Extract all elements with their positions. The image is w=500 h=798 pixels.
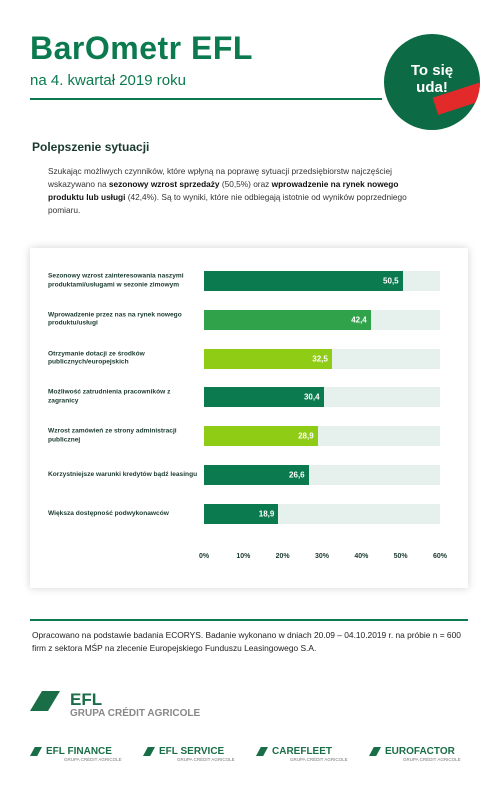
footnote: Opracowano na podstawie badania ECORYS. … xyxy=(32,630,461,653)
bar xyxy=(204,348,332,369)
category-label: Sezonowy wzrost zainteresowania naszymi … xyxy=(48,272,184,289)
brand-group: GRUPA CRÉDIT AGRICOLE xyxy=(403,757,461,762)
category-label: Możliwość zatrudnienia pracowników z zag… xyxy=(48,388,171,405)
category-label: Otrzymanie dotacji ze środków publicznyc… xyxy=(48,350,145,366)
x-tick-label: 50% xyxy=(393,553,408,560)
brand-group: GRUPA CRÉDIT AGRICOLE xyxy=(64,757,122,762)
value-label: 42,4 xyxy=(351,315,367,325)
value-label: 32,5 xyxy=(312,354,328,364)
value-label: 18,9 xyxy=(258,509,275,519)
paragraph-segment: sezonowy wzrost sprzedaży xyxy=(108,179,220,189)
bar xyxy=(204,271,403,291)
value-label: 30,4 xyxy=(303,392,320,402)
section-title: Polepszenie sytuacji xyxy=(32,140,150,154)
header-rule xyxy=(30,98,382,100)
category-label: Wprowadzenie przez nas na rynek nowego p… xyxy=(48,311,182,327)
brand-name: EFL SERVICE xyxy=(159,746,225,757)
brand-name: EFL FINANCE xyxy=(46,746,112,757)
x-tick-label: 10% xyxy=(236,553,251,560)
paragraph: Szukając możliwych czynników, które wpły… xyxy=(48,165,418,217)
badge-text: To się uda! xyxy=(410,62,454,96)
brand-mark xyxy=(30,747,42,756)
category-label: Wzrost zamówień ze strony administracji … xyxy=(48,427,177,444)
x-tick-label: 0% xyxy=(198,553,210,560)
footer-rule xyxy=(30,619,468,621)
chart-card: Sezonowy wzrost zainteresowania naszymi … xyxy=(30,248,468,588)
brand-name: EUROFACTOR xyxy=(385,746,455,757)
paragraph-segment: wprowadzenie na rynek nowego produktu lu… xyxy=(48,179,399,202)
title: BarOmetr EFL xyxy=(30,30,253,66)
x-tick-label: 30% xyxy=(314,553,330,560)
bar xyxy=(204,387,324,408)
brand-group: GRUPA CRÉDIT AGRICOLE xyxy=(177,757,235,762)
paragraph-segment: Szukając możliwych czynników, które wpły… xyxy=(48,166,393,189)
bar xyxy=(204,465,309,485)
value-label: 26,6 xyxy=(289,470,305,480)
brand-name: CAREFLEET xyxy=(272,746,332,757)
brand-mark xyxy=(369,747,381,756)
bar xyxy=(204,426,318,447)
brand-logo: EUROFACTOR GRUPA CRÉDIT AGRICOLE xyxy=(369,746,479,762)
badge: To się uda! xyxy=(384,34,480,130)
paragraph-segment: (42,4%). Są to wyniki, które nie odbiega… xyxy=(48,192,407,215)
bar xyxy=(204,503,279,524)
paragraph-segment: (50,5%) oraz xyxy=(219,179,272,189)
brand-mark xyxy=(256,747,268,756)
x-tick-label: 60% xyxy=(432,553,448,560)
x-tick-label: 20% xyxy=(275,553,290,560)
subtitle: na 4. kwartał 2019 roku xyxy=(30,72,186,89)
logo-mark xyxy=(30,691,60,711)
brand-logo: CAREFLEET GRUPA CRÉDIT AGRICOLE xyxy=(256,746,366,762)
logo-name: EFL xyxy=(70,690,103,709)
brand-group: GRUPA CRÉDIT AGRICOLE xyxy=(290,757,348,762)
brand-mark xyxy=(143,747,155,756)
brand-logo: EFL FINANCE GRUPA CRÉDIT AGRICOLE xyxy=(30,746,140,762)
category-label: Większa dostępność podwykonawców xyxy=(48,509,169,517)
x-tick-label: 40% xyxy=(354,553,369,560)
brand-logo: EFL SERVICE GRUPA CRÉDIT AGRICOLE xyxy=(143,746,253,762)
logo-group: GRUPA CRÉDIT AGRICOLE xyxy=(70,708,201,719)
bar xyxy=(204,309,371,330)
value-label: 28,9 xyxy=(298,431,314,441)
value-label: 50,5 xyxy=(383,276,399,286)
category-label: Korzystniejsze warunki kredytów bądź lea… xyxy=(48,470,198,478)
